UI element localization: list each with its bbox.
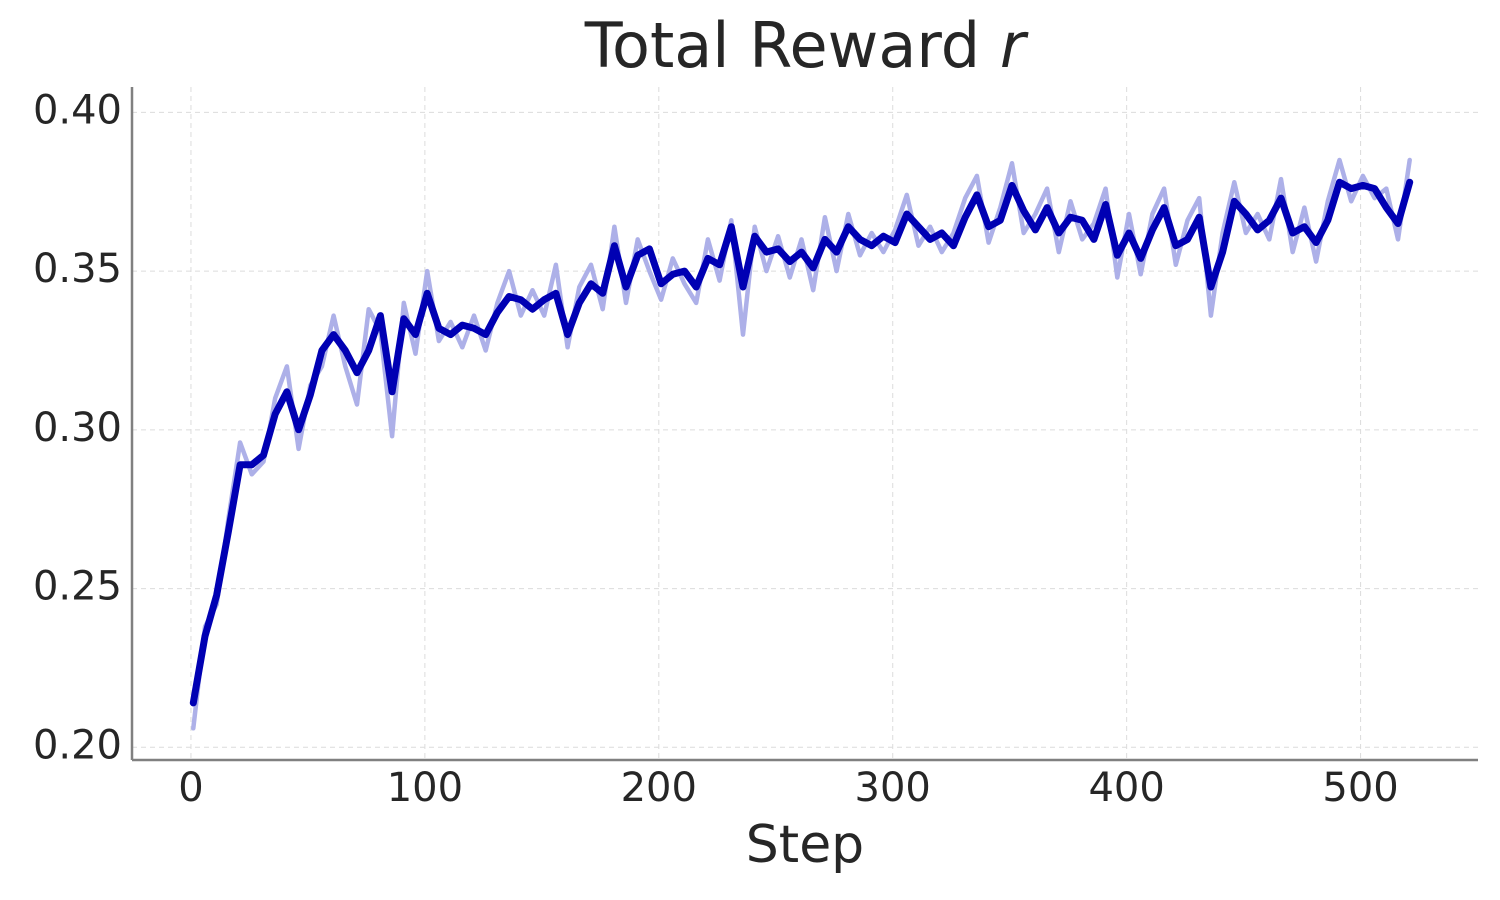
- x-tick-label: 400: [1088, 765, 1164, 811]
- x-tick-label: 100: [387, 765, 463, 811]
- y-tick-label: 0.25: [33, 564, 122, 610]
- x-tick-label: 300: [855, 765, 931, 811]
- title-text: Total Reward: [584, 9, 980, 82]
- x-tick-label: 500: [1322, 765, 1398, 811]
- series-line: [189, 178, 1414, 707]
- x-tick-label: 0: [178, 765, 203, 811]
- y-tick-label: 0.30: [33, 405, 122, 451]
- x-tick-label: 200: [621, 765, 697, 811]
- y-tick-label: 0.35: [33, 246, 122, 292]
- y-tick-label: 0.40: [33, 87, 122, 133]
- y-tick-label: 0.20: [33, 722, 122, 768]
- x-axis-label: Step: [746, 815, 864, 875]
- chart-title: Total Reward r: [584, 9, 1029, 82]
- title-symbol: r: [1000, 9, 1029, 82]
